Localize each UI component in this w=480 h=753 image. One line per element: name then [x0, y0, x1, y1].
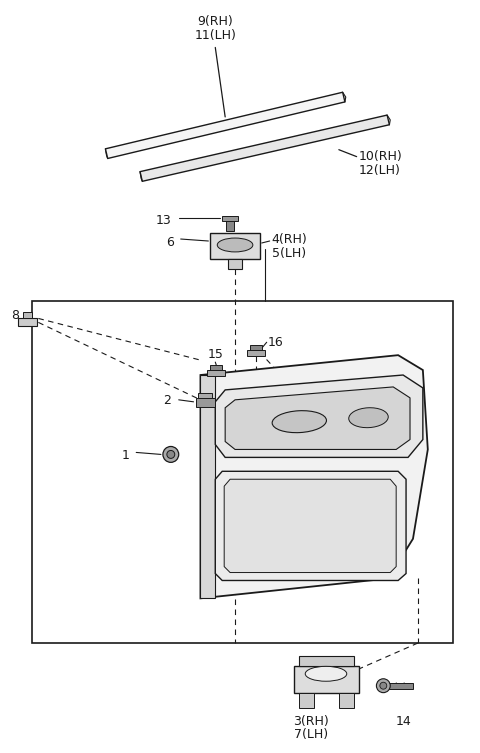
Bar	[33, 300, 453, 643]
Text: 5(LH): 5(LH)	[272, 247, 306, 260]
Polygon shape	[250, 345, 262, 353]
Polygon shape	[23, 312, 33, 319]
Polygon shape	[225, 387, 410, 450]
Text: 6: 6	[166, 236, 174, 249]
Text: 11(LH): 11(LH)	[194, 29, 236, 41]
Polygon shape	[384, 683, 413, 689]
Text: 12(LH): 12(LH)	[359, 163, 400, 177]
Polygon shape	[140, 115, 389, 181]
Polygon shape	[226, 219, 234, 231]
Text: 3(RH): 3(RH)	[293, 715, 329, 728]
Polygon shape	[207, 370, 225, 376]
Polygon shape	[247, 350, 264, 356]
Polygon shape	[210, 233, 260, 259]
Polygon shape	[216, 471, 406, 581]
Ellipse shape	[376, 678, 390, 693]
Ellipse shape	[349, 407, 388, 428]
Polygon shape	[201, 355, 428, 599]
Text: 1: 1	[121, 450, 129, 462]
Polygon shape	[199, 393, 212, 398]
Polygon shape	[222, 216, 238, 221]
Text: 13: 13	[156, 214, 172, 227]
Ellipse shape	[217, 238, 253, 252]
Ellipse shape	[380, 682, 387, 689]
Polygon shape	[106, 93, 345, 158]
Polygon shape	[224, 479, 396, 572]
Text: 10(RH): 10(RH)	[359, 150, 402, 163]
Text: 16: 16	[268, 337, 283, 349]
Ellipse shape	[272, 410, 326, 433]
Polygon shape	[294, 666, 359, 693]
Text: 14: 14	[395, 715, 411, 728]
Polygon shape	[216, 375, 423, 457]
Text: 7(LH): 7(LH)	[294, 728, 328, 742]
Polygon shape	[339, 693, 354, 708]
Text: 2: 2	[163, 394, 171, 407]
Polygon shape	[195, 398, 216, 407]
Polygon shape	[201, 375, 216, 599]
Text: 15: 15	[207, 348, 223, 361]
Polygon shape	[300, 693, 314, 708]
Ellipse shape	[167, 450, 175, 459]
Text: 9(RH): 9(RH)	[197, 15, 233, 28]
Polygon shape	[300, 656, 354, 666]
Ellipse shape	[305, 666, 347, 681]
Polygon shape	[18, 319, 37, 326]
Ellipse shape	[163, 447, 179, 462]
Polygon shape	[210, 365, 222, 373]
Text: 4(RH): 4(RH)	[272, 233, 307, 246]
Polygon shape	[228, 259, 242, 269]
Text: 8: 8	[11, 309, 19, 322]
